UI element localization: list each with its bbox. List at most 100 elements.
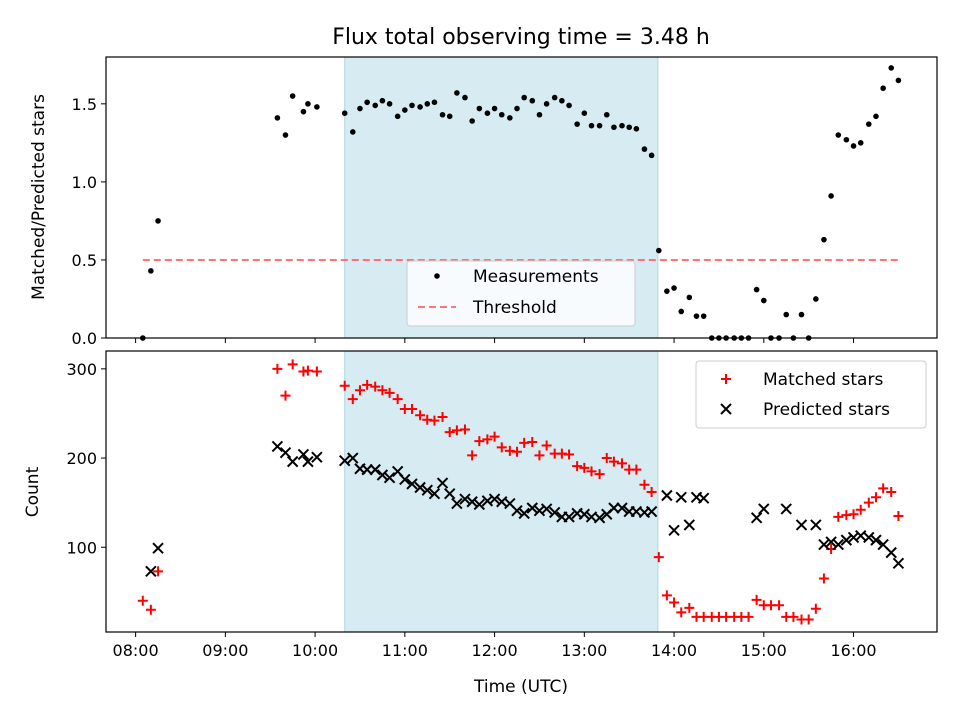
measurement-point [314,104,320,110]
measurement-point [521,94,527,101]
predicted-stars-point [466,496,478,508]
bottom-legend-box [695,360,927,429]
measurement-point [300,108,307,115]
legend-measurements-marker [434,273,440,279]
matched-stars-point [370,381,381,392]
measurement-point [529,97,536,104]
measurement-point [648,152,655,159]
measurement-point [491,105,498,112]
x-tick-label: 14:00 [651,641,697,660]
bottom-y-tick-label: 100 [66,538,97,557]
x-tick-label: 09:00 [202,641,248,660]
matched-stars-point [661,590,672,601]
measurement-point [761,297,767,304]
measurement-point [454,90,460,96]
measurement-point [850,143,857,149]
matched-stars-point [751,594,762,605]
predicted-stars-point [518,507,530,520]
predicted-stars-point [347,452,359,464]
measurement-point [155,218,161,224]
measurement-point [349,129,356,135]
measurement-point [835,132,842,138]
matched-stars-point [415,410,426,421]
measurement-point [783,311,790,318]
matched-stars-point [362,379,373,390]
measurement-point [305,101,311,107]
measurement-point [476,105,483,112]
top-axes-frame [105,56,938,339]
predicted-stars-point [780,503,792,515]
measurement-point [551,94,558,101]
measurement-point [543,101,550,107]
legend-matched-marker [721,374,731,384]
matched-stars-point [601,453,612,464]
chart-title: Flux total observing time = 3.48 h [332,25,710,50]
predicted-stars-point [376,469,389,481]
predicted-stars-point [540,503,553,515]
measurement-point [880,85,886,92]
matched-stars-point [788,611,799,622]
measurement-point [274,115,281,121]
bottom-axes-frame [105,350,938,633]
bottom-legend: Matched stars Predicted stars [695,360,927,429]
matched-stars-point [878,483,889,494]
predicted-stars-point [339,455,351,467]
predicted-stars-point [616,502,628,514]
matched-stars-point [474,436,485,447]
measurement-point [611,124,617,131]
measurement-point [686,294,693,301]
measurement-point [439,111,446,118]
matched-stars-point [153,566,164,577]
matched-stars-point [855,504,866,515]
measurement-point [821,236,827,243]
predicted-stars-point [697,492,710,504]
measurement-point [664,288,670,294]
top-y-tick-label: 1.5 [72,95,97,114]
measurement-point [633,126,640,132]
matched-stars-point [384,387,395,398]
measurement-point [536,111,543,118]
measurement-point [386,101,393,107]
predicted-stars-point [271,440,284,453]
predicted-stars-point [152,542,164,554]
matched-stars-point [429,415,440,426]
matched-stars-point [302,365,313,376]
matched-stars-point [534,450,545,461]
matched-stars-point [818,573,829,584]
matched-stars-point [774,600,785,611]
matched-stars-point [863,497,874,508]
predicted-stars-point [563,511,575,523]
predicted-stars-point [286,455,299,468]
top-series-measurements [139,65,902,341]
measurement-point [379,97,386,104]
matched-stars-point [631,464,642,475]
predicted-stars-point [451,497,463,510]
measurement-point [372,102,379,109]
matched-stars-point [541,440,552,451]
measurement-point [446,113,453,120]
predicted-stars-point [279,446,292,459]
measurement-point [148,268,154,274]
matched-stars-point [608,456,619,467]
matched-stars-point [579,462,590,473]
predicted-stars-point [645,505,658,518]
bottom-series-matched-stars [137,359,904,625]
measurement-point [671,285,677,291]
predicted-stars-point [421,484,433,496]
x-axis-label: Time (UTC) [473,677,568,697]
measurement-point [341,110,348,116]
predicted-stars-point [892,557,905,570]
matched-stars-point [669,597,680,608]
predicted-stars-point [145,565,157,578]
x-tick-label: 16:00 [830,641,876,660]
predicted-stars-point [436,477,449,489]
matched-stars-point [639,479,650,490]
legend-threshold-label: Threshold [472,298,557,318]
predicted-stars-point [369,463,381,476]
x-tick-label: 10:00 [292,641,338,660]
matched-stars-point [467,450,478,461]
top-y-axis-label: Matched/Predicted stars [29,94,49,300]
predicted-stars-point [302,455,314,468]
measurement-point [507,115,513,121]
matched-stars-point [459,424,470,435]
